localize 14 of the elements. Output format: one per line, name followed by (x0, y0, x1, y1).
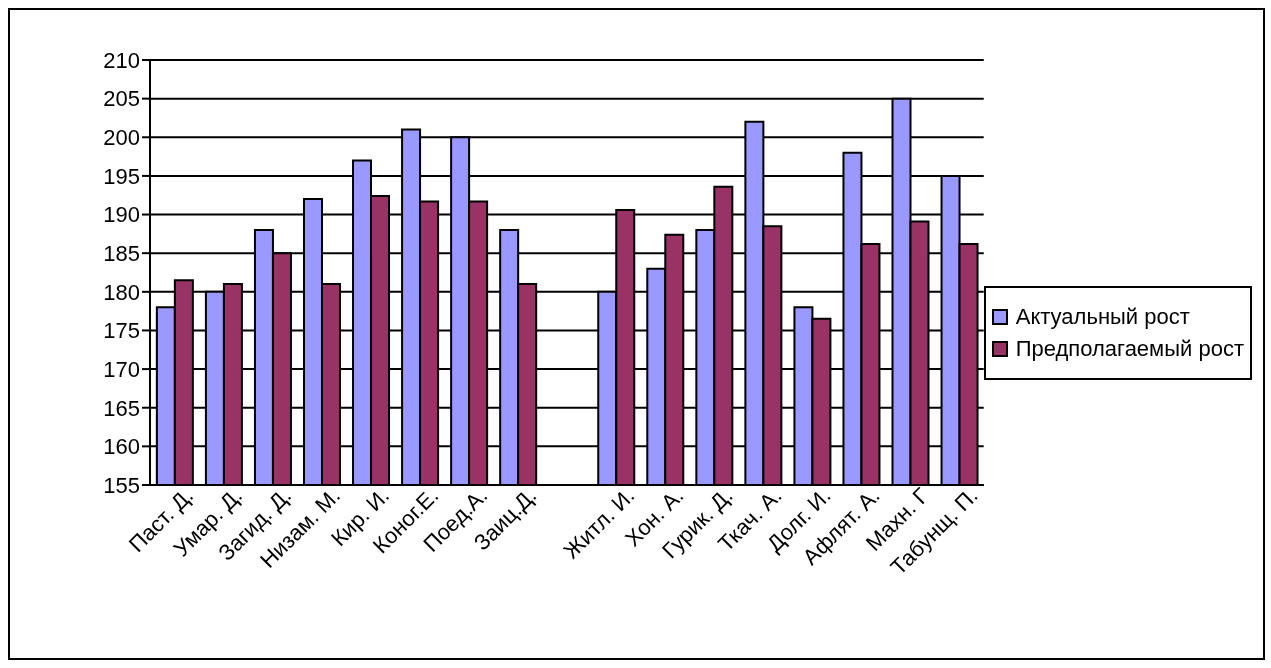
y-tick-label: 205 (103, 86, 140, 112)
y-tick-label: 175 (103, 318, 140, 344)
y-tick-label: 185 (103, 240, 140, 266)
y-tick-label: 180 (103, 279, 140, 305)
y-tick-label: 160 (103, 434, 140, 460)
y-tick-label: 190 (103, 202, 140, 228)
y-tick-label: 210 (103, 47, 140, 73)
y-tick-label: 155 (103, 472, 140, 498)
legend-label: Предполагаемый рост (1015, 335, 1244, 362)
legend-label: Актуальный рост (1015, 303, 1190, 330)
y-tick-label: 165 (103, 395, 140, 421)
y-tick-label: 170 (103, 356, 140, 382)
y-tick-label: 200 (103, 125, 140, 151)
y-tick-label: 195 (103, 163, 140, 189)
